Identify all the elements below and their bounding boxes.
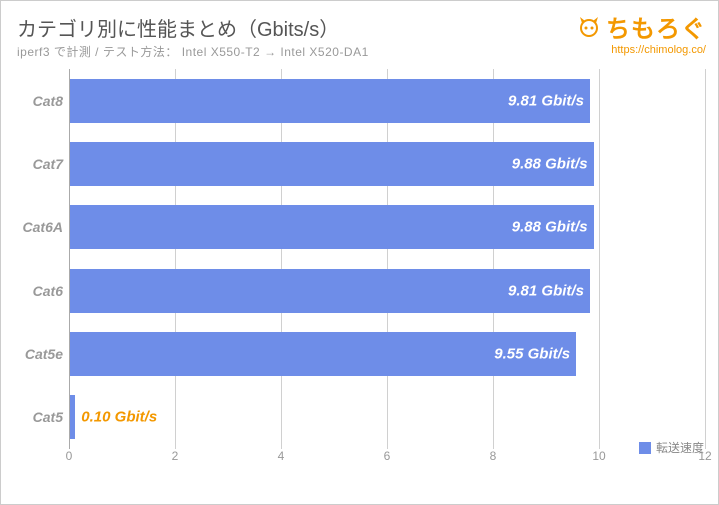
bar: 0.10 Gbit/s bbox=[70, 395, 75, 439]
bar-value-label: 9.88 Gbit/s bbox=[512, 219, 588, 236]
grid-line bbox=[175, 69, 176, 449]
x-tick-label: 2 bbox=[172, 449, 179, 481]
grid-line bbox=[599, 69, 600, 449]
grid-line bbox=[387, 69, 388, 449]
y-category-label: Cat6A bbox=[11, 219, 63, 235]
bar-value-label: 0.10 Gbit/s bbox=[81, 409, 157, 426]
chart-subtitle: iperf3 で計測 / テスト方法： Intel X550-T2 → Inte… bbox=[17, 43, 369, 60]
bar-value-label: 9.55 Gbit/s bbox=[494, 346, 570, 363]
legend-swatch bbox=[639, 442, 651, 454]
y-category-label: Cat7 bbox=[11, 156, 63, 172]
x-tick-label: 8 bbox=[490, 449, 497, 481]
logo: ちもろぐ https://chimolog.co/ bbox=[576, 9, 706, 56]
mascot-icon bbox=[576, 14, 602, 40]
legend-label: 転送速度 bbox=[656, 439, 704, 456]
bar-chart: 024681012Cat89.81 Gbit/sCat79.88 Gbit/sC… bbox=[69, 69, 705, 477]
y-category-label: Cat5 bbox=[11, 409, 63, 425]
bar-value-label: 9.88 Gbit/s bbox=[512, 156, 588, 173]
bar: 9.88 Gbit/s bbox=[70, 142, 594, 186]
bar: 9.88 Gbit/s bbox=[70, 205, 594, 249]
legend: 転送速度 bbox=[639, 439, 704, 456]
bar: 9.55 Gbit/s bbox=[70, 332, 576, 376]
y-category-label: Cat6 bbox=[11, 283, 63, 299]
grid-line bbox=[493, 69, 494, 449]
bar-value-label: 9.81 Gbit/s bbox=[508, 282, 584, 299]
x-tick-label: 0 bbox=[66, 449, 73, 481]
bar: 9.81 Gbit/s bbox=[70, 269, 590, 313]
bar-value-label: 9.81 Gbit/s bbox=[508, 92, 584, 109]
logo-url: https://chimolog.co/ bbox=[576, 44, 706, 56]
y-category-label: Cat5e bbox=[11, 346, 63, 362]
grid-line bbox=[69, 69, 70, 449]
grid-line bbox=[705, 69, 706, 449]
x-tick-label: 6 bbox=[384, 449, 391, 481]
bar: 9.81 Gbit/s bbox=[70, 79, 590, 123]
x-tick-label: 10 bbox=[592, 449, 605, 481]
grid-line bbox=[281, 69, 282, 449]
chart-title: カテゴリ別に性能まとめ（Gbits/s） bbox=[17, 13, 339, 42]
x-tick-label: 4 bbox=[278, 449, 285, 481]
logo-text: ちもろぐ bbox=[606, 9, 706, 44]
y-category-label: Cat8 bbox=[11, 93, 63, 109]
